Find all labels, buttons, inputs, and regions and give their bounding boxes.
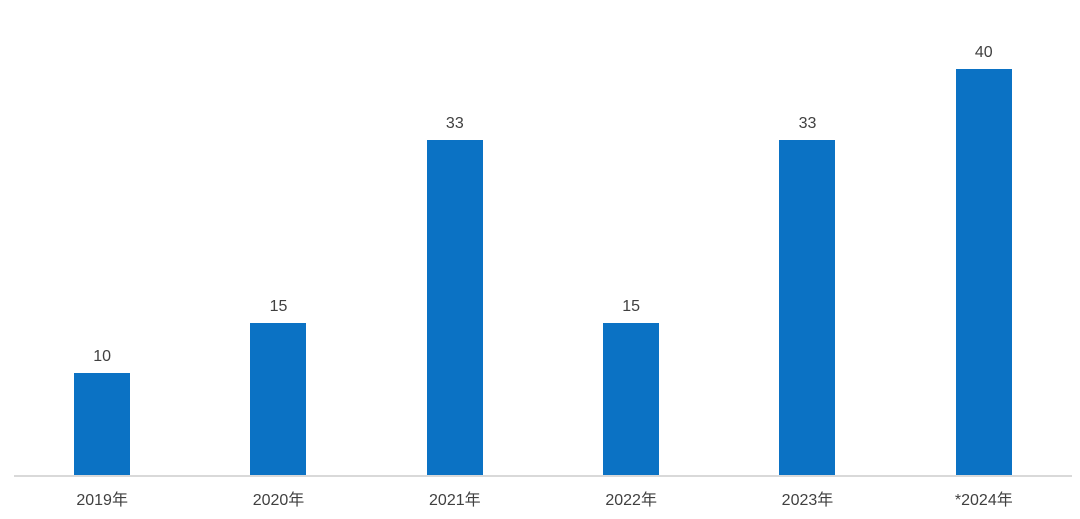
bar-value-label: 33 [445, 115, 464, 132]
bar-group: 33 [719, 0, 895, 475]
bar-value-label: 15 [622, 298, 641, 315]
bar [955, 69, 1012, 475]
x-axis-label: 2019年 [76, 492, 128, 509]
bar-group: 15 [190, 0, 366, 475]
bar-value-label: 33 [798, 115, 817, 132]
bar [250, 323, 307, 475]
x-axis-label: 2023年 [781, 492, 834, 509]
plot-area: 10 15 33 15 33 40 [14, 0, 1072, 477]
x-axis-label: *2024年 [954, 492, 1013, 509]
bar [74, 373, 131, 475]
x-axis: 2019年 2020年 2021年 2022年 2023年 *2024年 [14, 477, 1072, 510]
bar-group: 33 [367, 0, 543, 475]
x-axis-label: 2022年 [605, 492, 657, 509]
bar-value-label: 10 [93, 348, 112, 365]
x-axis-label: 2020年 [252, 492, 305, 509]
bar-group: 15 [543, 0, 719, 475]
bar-group: 40 [896, 0, 1072, 475]
bar-group: 10 [14, 0, 190, 475]
x-axis-label: 2021年 [429, 492, 481, 509]
bar-value-label: 15 [269, 298, 288, 315]
bar-value-label: 40 [974, 44, 993, 61]
bar [426, 140, 483, 475]
bar [603, 323, 660, 475]
bar [779, 140, 836, 475]
